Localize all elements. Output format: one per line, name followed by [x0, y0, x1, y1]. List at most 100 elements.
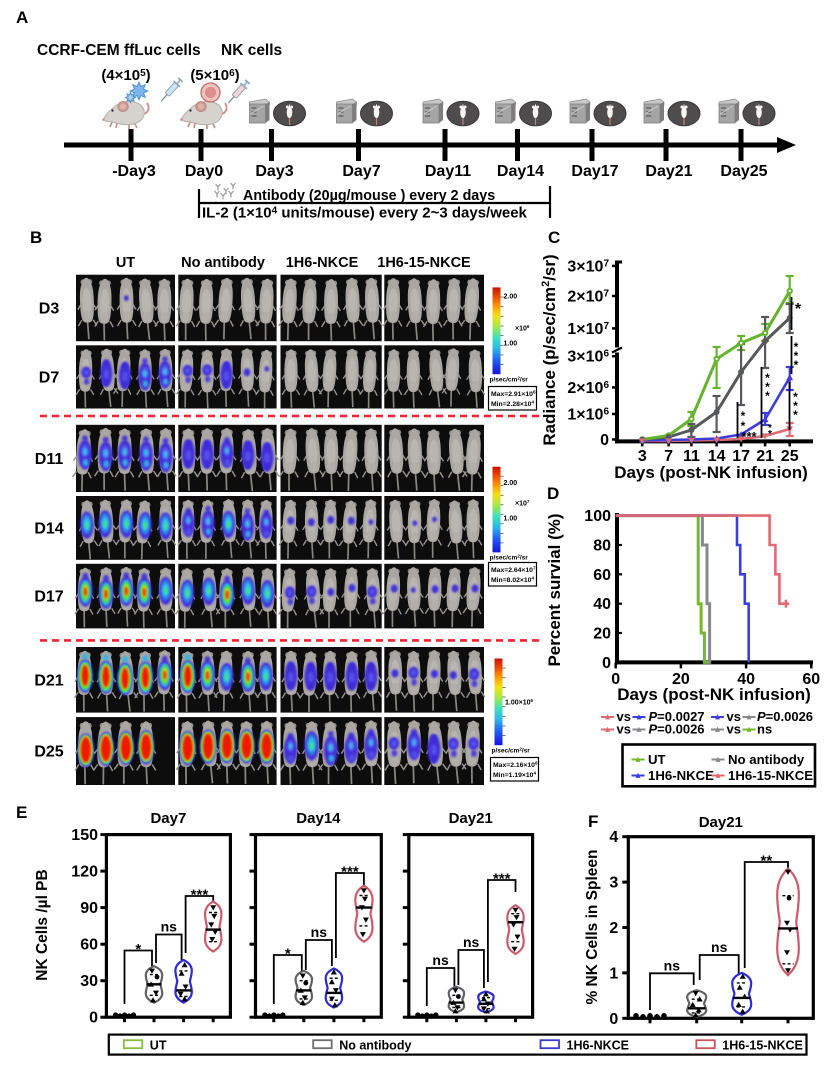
svg-text:0: 0: [611, 671, 620, 688]
svg-text:40: 40: [593, 596, 611, 613]
svg-text:25: 25: [781, 448, 799, 465]
svg-text:D14: D14: [34, 520, 63, 537]
svg-text:60: 60: [80, 937, 98, 954]
svg-text:No antibody: No antibody: [728, 752, 805, 767]
svg-text:Max=2.64×107: Max=2.64×107: [491, 566, 536, 575]
svg-text:2.00: 2.00: [504, 294, 518, 301]
svg-text:3×106: 3×106: [567, 349, 609, 366]
svg-text:2×107: 2×107: [567, 289, 609, 306]
svg-text:D17: D17: [34, 589, 63, 606]
svg-text:2: 2: [609, 920, 618, 937]
svg-text:3×107: 3×107: [567, 258, 609, 275]
svg-text:**: **: [761, 853, 773, 870]
svg-text:Min=8.02×104: Min=8.02×104: [491, 576, 534, 585]
svg-text:0: 0: [609, 1011, 618, 1028]
svg-text:1.00×106: 1.00×106: [505, 698, 534, 707]
svg-text:% NK Cells in Spleen: % NK Cells in Spleen: [584, 849, 601, 1004]
svg-text:*: *: [768, 429, 772, 440]
svg-text:ns: ns: [463, 934, 480, 950]
svg-text:1: 1: [609, 965, 618, 982]
svg-text:*: *: [794, 340, 799, 354]
svg-text:Day7: Day7: [342, 163, 380, 180]
svg-text:Percent survial (%): Percent survial (%): [545, 513, 564, 666]
svg-text:*: *: [768, 423, 772, 434]
svg-text:Day25: Day25: [720, 163, 767, 180]
svg-text:3: 3: [609, 875, 618, 892]
svg-text:60: 60: [802, 671, 820, 688]
svg-text:UT: UT: [150, 1039, 167, 1053]
svg-text:*: *: [794, 349, 799, 363]
svg-text:21: 21: [756, 448, 774, 465]
svg-text:60: 60: [593, 567, 611, 584]
svg-text:1H6-15-NKCE: 1H6-15-NKCE: [377, 255, 471, 271]
svg-text:Day21: Day21: [699, 814, 743, 831]
svg-text:1H6-NKCE: 1H6-NKCE: [567, 1039, 630, 1053]
svg-text:Min=1.19×104: Min=1.19×104: [493, 771, 536, 780]
svg-text:Day21: Day21: [449, 810, 493, 827]
svg-text:***: ***: [191, 887, 209, 904]
svg-text:Day11: Day11: [425, 163, 471, 180]
svg-text:Day17: Day17: [571, 163, 618, 180]
svg-text:ns: ns: [757, 722, 772, 737]
svg-text:-Day3: -Day3: [112, 163, 156, 180]
svg-text:×107: ×107: [515, 499, 530, 508]
svg-text:No antibody: No antibody: [339, 1039, 411, 1053]
svg-text:7: 7: [664, 448, 673, 465]
svg-text:1×107: 1×107: [567, 321, 609, 338]
svg-text:No antibody: No antibody: [181, 255, 265, 271]
svg-text:(4×105): (4×105): [101, 67, 150, 84]
svg-text:P=0.0026: P=0.0026: [757, 709, 813, 724]
svg-text:0: 0: [89, 1010, 98, 1027]
svg-text:ns: ns: [311, 924, 328, 940]
svg-text:120: 120: [71, 864, 98, 881]
svg-text:*: *: [741, 409, 746, 423]
svg-text:1H6-NKCE: 1H6-NKCE: [286, 255, 359, 271]
svg-text:*: *: [741, 419, 746, 433]
svg-text:Day14: Day14: [497, 163, 544, 180]
svg-text:*: *: [793, 390, 798, 404]
svg-text:1H6-NKCE: 1H6-NKCE: [648, 768, 714, 783]
svg-text:IL-2 (1×104 units/mouse) every: IL-2 (1×104 units/mouse) every 2~3 days/…: [202, 205, 528, 222]
svg-text:D21: D21: [34, 672, 63, 689]
svg-text:1.00: 1.00: [504, 341, 518, 348]
svg-text:E: E: [16, 803, 27, 822]
svg-text:ns: ns: [711, 939, 728, 955]
svg-text:150: 150: [71, 827, 98, 844]
svg-text:11: 11: [683, 448, 700, 465]
svg-text:*: *: [794, 358, 799, 372]
svg-text:D25: D25: [34, 744, 63, 761]
svg-text:Antibody (20µg/mouse ) every 2: Antibody (20µg/mouse ) every 2 days: [243, 188, 495, 204]
svg-text:p/sec/cm2/sr: p/sec/cm2/sr: [492, 747, 531, 755]
svg-text:P=0.0027: P=0.0027: [649, 709, 705, 724]
svg-text:F: F: [588, 812, 598, 831]
svg-text:4: 4: [609, 829, 618, 846]
svg-text:*: *: [795, 301, 802, 318]
svg-text:P=0.0026: P=0.0026: [649, 722, 705, 737]
svg-text:Day7: Day7: [150, 810, 186, 827]
svg-text:ns: ns: [161, 919, 178, 935]
svg-text:***: ***: [741, 429, 757, 444]
svg-text:A: A: [16, 8, 28, 27]
svg-text:90: 90: [80, 900, 98, 917]
svg-text:1.00: 1.00: [504, 515, 518, 522]
svg-text:2.00: 2.00: [504, 480, 518, 487]
svg-text:vs: vs: [727, 709, 741, 724]
svg-text:0: 0: [602, 655, 611, 672]
svg-text:Day0: Day0: [185, 163, 223, 180]
svg-text:14: 14: [708, 448, 726, 465]
svg-text:Days (post-NK infusion): Days (post-NK infusion): [617, 685, 811, 704]
svg-text:Day3: Day3: [255, 163, 293, 180]
svg-text:vs: vs: [617, 722, 631, 737]
svg-text:UT: UT: [116, 255, 135, 271]
svg-text:*: *: [793, 408, 798, 422]
svg-text:1H6-15-NKCE: 1H6-15-NKCE: [728, 768, 813, 783]
svg-text:*: *: [765, 389, 770, 403]
svg-text:30: 30: [80, 973, 98, 990]
svg-text:NK cells: NK cells: [221, 42, 282, 59]
svg-text:C: C: [548, 228, 560, 247]
svg-text:B: B: [30, 228, 42, 247]
svg-text:Max=2.91×106: Max=2.91×106: [491, 390, 536, 399]
svg-text:100: 100: [584, 508, 611, 525]
svg-text:*: *: [285, 946, 291, 963]
svg-text:UT: UT: [648, 752, 666, 767]
